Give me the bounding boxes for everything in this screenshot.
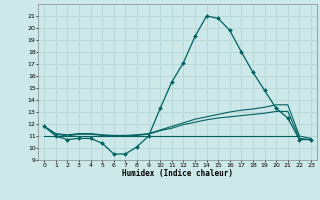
- X-axis label: Humidex (Indice chaleur): Humidex (Indice chaleur): [122, 169, 233, 178]
